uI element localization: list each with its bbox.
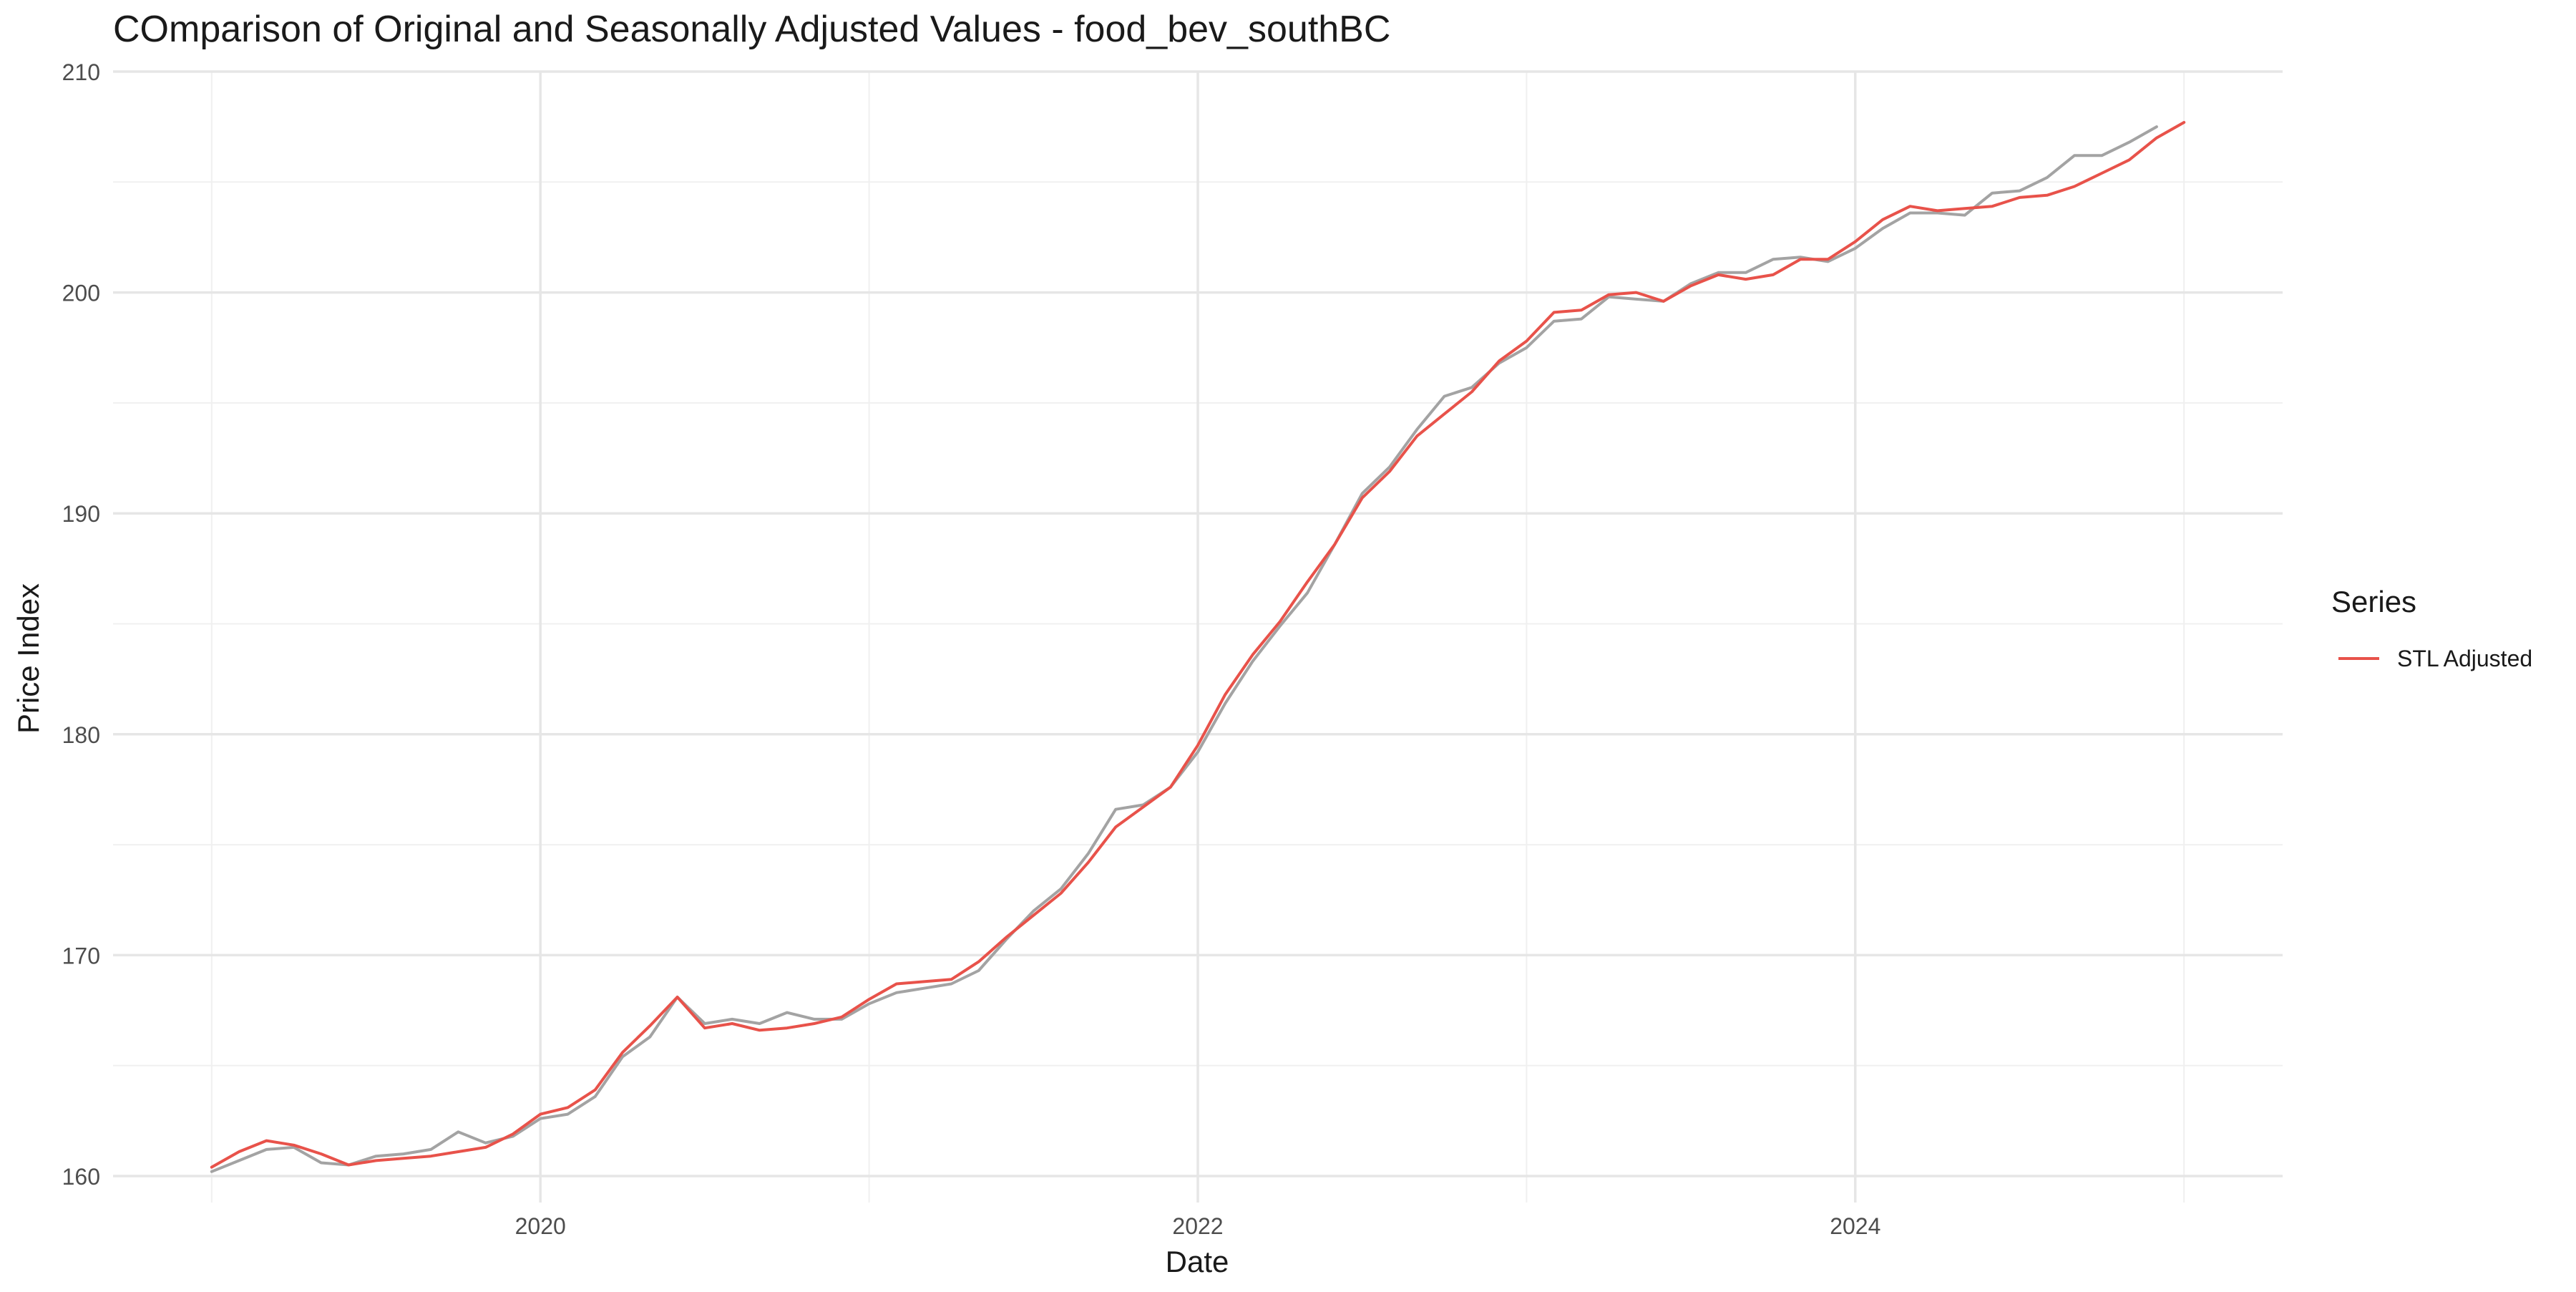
legend-entries: STL Adjusted — [2338, 646, 2532, 671]
legend-title: Series — [2331, 585, 2416, 618]
x-axis-label: Date — [1166, 1245, 1229, 1278]
chart-title: COmparison of Original and Seasonally Ad… — [113, 9, 1390, 50]
y-tick-label: 160 — [62, 1164, 100, 1190]
major-gridlines — [113, 70, 2283, 1203]
series-line-original — [210, 125, 2158, 1173]
series-line-stl-adjusted — [210, 121, 2186, 1169]
series-lines — [210, 121, 2186, 1173]
legend-label: STL Adjusted — [2397, 646, 2532, 671]
y-tick-label: 200 — [62, 281, 100, 306]
x-tick-label: 2020 — [515, 1213, 566, 1239]
y-tick-label: 180 — [62, 722, 100, 748]
y-tick-label: 210 — [62, 59, 100, 85]
x-axis-ticks: 2020 2022 2024 — [515, 1213, 1881, 1239]
y-tick-label: 190 — [62, 501, 100, 527]
x-tick-label: 2024 — [1830, 1213, 1880, 1239]
legend: Series STL Adjusted — [2331, 585, 2532, 671]
y-axis-ticks: 160 170 180 190 200 210 — [62, 59, 100, 1190]
y-tick-label: 170 — [62, 943, 100, 968]
y-axis-label: Price Index — [11, 583, 45, 734]
x-tick-label: 2022 — [1172, 1213, 1223, 1239]
